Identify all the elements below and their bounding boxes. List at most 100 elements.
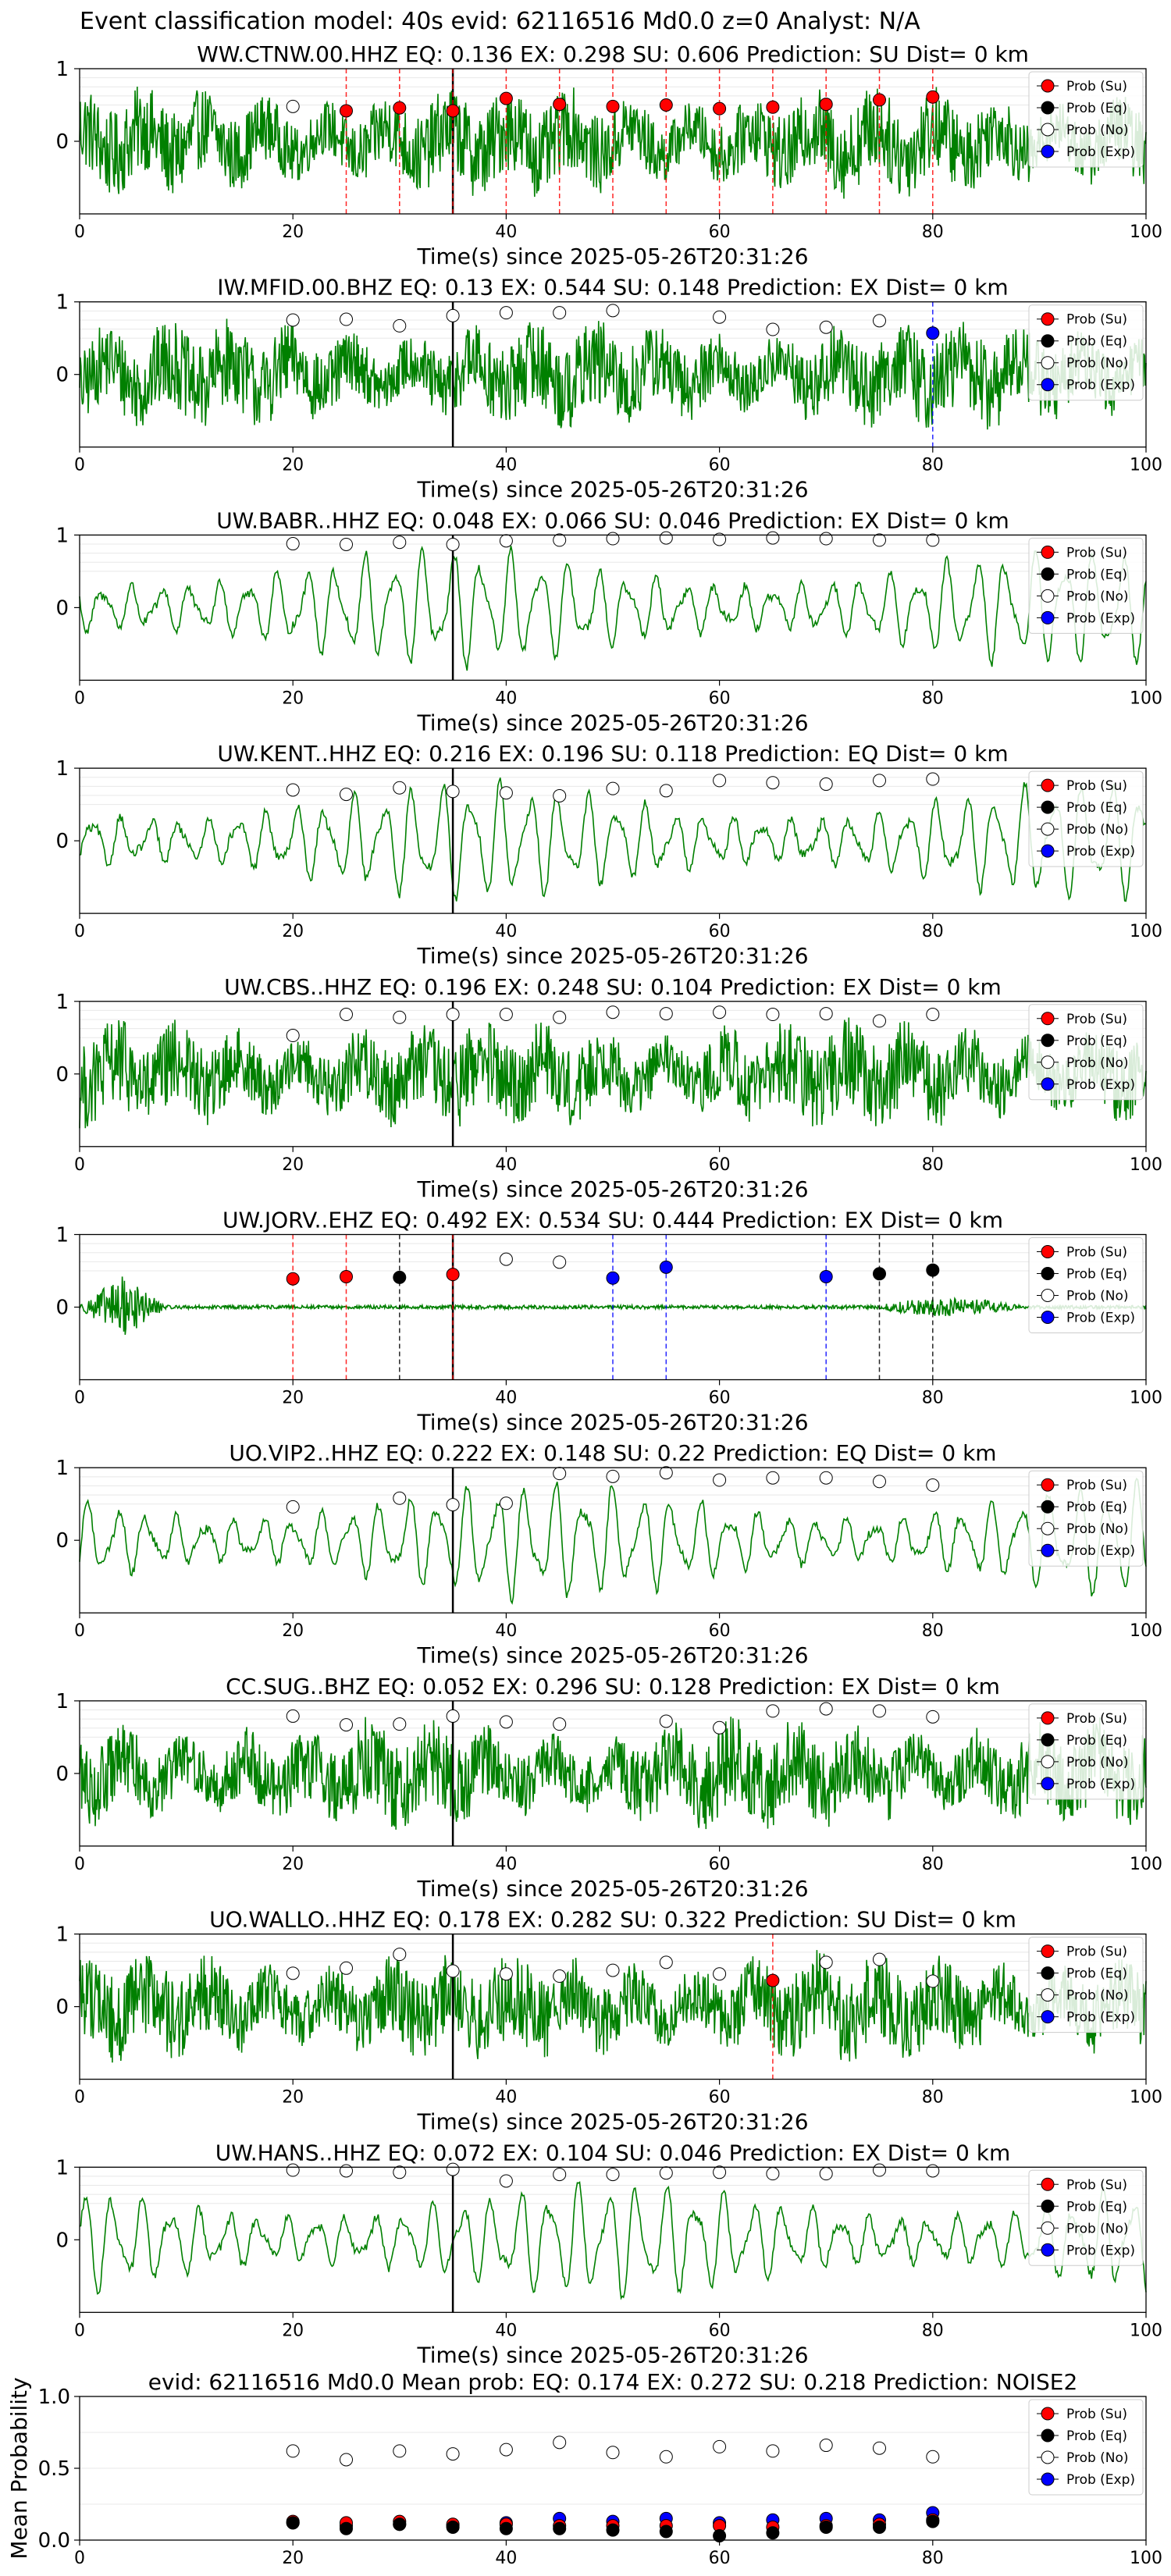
legend-label-no: Prob (No) xyxy=(1066,1755,1129,1770)
prob-marker-no xyxy=(873,1475,886,1489)
legend-box xyxy=(1028,304,1144,401)
x-tick-label: 80 xyxy=(922,2088,944,2108)
prob-marker-su xyxy=(446,104,460,118)
prob-marker-no xyxy=(446,1964,460,1978)
prob-marker-no xyxy=(393,2165,407,2179)
legend-marker-su xyxy=(1041,312,1055,326)
prob-marker-exp xyxy=(819,1269,833,1283)
legend-label-eq: Prob (Eq) xyxy=(1066,101,1127,116)
prob-marker-no xyxy=(393,1010,407,1024)
legend-label-exp: Prob (Exp) xyxy=(1066,2243,1135,2258)
mean-marker-eq xyxy=(499,2521,513,2535)
x-tick-label: 0 xyxy=(74,1155,85,1175)
x-tick-label: 0 xyxy=(74,1621,85,1641)
panel-title: UO.WALLO..HHZ EQ: 0.178 EX: 0.282 SU: 0.… xyxy=(209,1907,1016,1933)
x-tick-label: 60 xyxy=(709,2549,731,2568)
x-tick-label: 80 xyxy=(922,1389,944,1408)
mean-marker-no xyxy=(873,2441,886,2455)
legend-box xyxy=(1028,1937,1144,2033)
mean-marker-eq xyxy=(926,2514,940,2528)
x-tick-label: 20 xyxy=(282,2321,304,2340)
prob-marker-su xyxy=(926,90,940,104)
legend-label-su: Prob (Su) xyxy=(1066,1711,1127,1727)
prob-marker-exp xyxy=(606,1271,620,1285)
mean-marker-no xyxy=(286,2444,300,2458)
panel-title: UW.KENT..HHZ EQ: 0.216 EX: 0.196 SU: 0.1… xyxy=(217,741,1008,767)
y-tick-label: 0 xyxy=(55,596,69,620)
prob-marker-no xyxy=(713,1473,727,1487)
prob-marker-no xyxy=(659,1007,673,1021)
legend-marker-no xyxy=(1041,1755,1055,1769)
legend-box xyxy=(1028,1237,1144,1333)
prob-marker-no xyxy=(286,783,300,797)
x-tick-label: 40 xyxy=(495,222,517,242)
legend-marker-eq xyxy=(1041,1733,1055,1747)
prob-marker-no xyxy=(499,1715,513,1729)
panel-title: UW.JORV..EHZ EQ: 0.492 EX: 0.534 SU: 0.4… xyxy=(222,1208,1003,1233)
prob-marker-no xyxy=(713,1967,727,1981)
waveform-line xyxy=(79,2181,1147,2300)
prob-marker-no xyxy=(393,1948,407,1962)
legend-marker-exp xyxy=(1041,2243,1055,2257)
waveform-line xyxy=(79,1950,1147,2063)
y-tick-label: 0 xyxy=(55,1763,69,1786)
prob-marker-eq xyxy=(873,1267,886,1281)
legend-label-exp: Prob (Exp) xyxy=(1066,1777,1135,1792)
legend-marker-eq xyxy=(1041,101,1055,115)
legend-marker-no xyxy=(1041,1521,1055,1535)
y-tick-label: 1 xyxy=(55,58,69,81)
legend-label-eq: Prob (Eq) xyxy=(1066,1500,1127,1515)
panel-title: WW.CTNW.00.HHZ EQ: 0.136 EX: 0.298 SU: 0… xyxy=(197,41,1029,67)
legend-label-exp: Prob (Exp) xyxy=(1066,1543,1135,1559)
x-tick-label: 0 xyxy=(74,922,85,941)
x-tick-label: 20 xyxy=(282,1389,304,1408)
legend-marker-no xyxy=(1041,2221,1055,2235)
prob-marker-no xyxy=(713,532,727,546)
x-tick-label: 40 xyxy=(495,1621,517,1641)
prob-marker-no xyxy=(499,1496,513,1510)
waveform-line xyxy=(79,777,1147,902)
legend-marker-no xyxy=(1041,1055,1055,1069)
y-tick-label: 1 xyxy=(55,1690,69,1713)
prob-marker-no xyxy=(553,533,567,547)
legend-label-exp: Prob (Exp) xyxy=(1066,610,1135,626)
legend-label-eq: Prob (Eq) xyxy=(1066,1267,1127,1283)
legend-marker-no xyxy=(1041,1289,1055,1302)
legend-box xyxy=(1028,71,1144,168)
x-tick-label: 80 xyxy=(922,456,944,475)
prob-marker-no xyxy=(926,1478,940,1493)
x-tick-label: 0 xyxy=(74,688,85,708)
legend-marker-eq xyxy=(1041,800,1055,814)
prob-marker-no xyxy=(446,537,460,551)
prob-marker-no xyxy=(873,1704,886,1718)
prob-marker-no xyxy=(926,1008,940,1022)
legend-marker-eq xyxy=(1041,567,1055,581)
x-tick-label: 100 xyxy=(1130,1855,1162,1874)
legend-label-eq: Prob (Eq) xyxy=(1066,1966,1127,1982)
y-tick-label: 0 xyxy=(55,130,69,154)
legend-marker-no xyxy=(1041,356,1055,370)
prob-marker-no xyxy=(926,1710,940,1724)
legend-label-exp: Prob (Exp) xyxy=(1066,844,1135,859)
legend-label-su: Prob (Su) xyxy=(1066,778,1127,794)
x-tick-label: 100 xyxy=(1130,2549,1162,2568)
legend-marker-no xyxy=(1041,822,1055,836)
x-axis-label: Time(s) since 2025-05-26T20:31:26 xyxy=(416,2342,808,2368)
prob-marker-no xyxy=(819,777,833,792)
prob-marker-no xyxy=(286,99,300,113)
x-tick-label: 60 xyxy=(709,456,731,475)
prob-marker-no xyxy=(713,310,727,324)
waveform-line xyxy=(79,1017,1147,1129)
waveform-line xyxy=(79,86,1147,199)
x-tick-label: 20 xyxy=(282,1855,304,1874)
mean-marker-no xyxy=(659,2450,673,2464)
x-tick-label: 0 xyxy=(74,2321,85,2340)
prob-marker-no xyxy=(499,2174,513,2188)
prob-marker-no xyxy=(340,1961,353,1975)
legend-label-no: Prob (No) xyxy=(1066,2450,1129,2466)
prob-marker-no xyxy=(926,2164,940,2178)
waveform-line xyxy=(79,546,1147,671)
prob-marker-no xyxy=(819,1471,833,1485)
x-tick-label: 80 xyxy=(922,1855,944,1874)
prob-marker-su xyxy=(499,91,513,105)
